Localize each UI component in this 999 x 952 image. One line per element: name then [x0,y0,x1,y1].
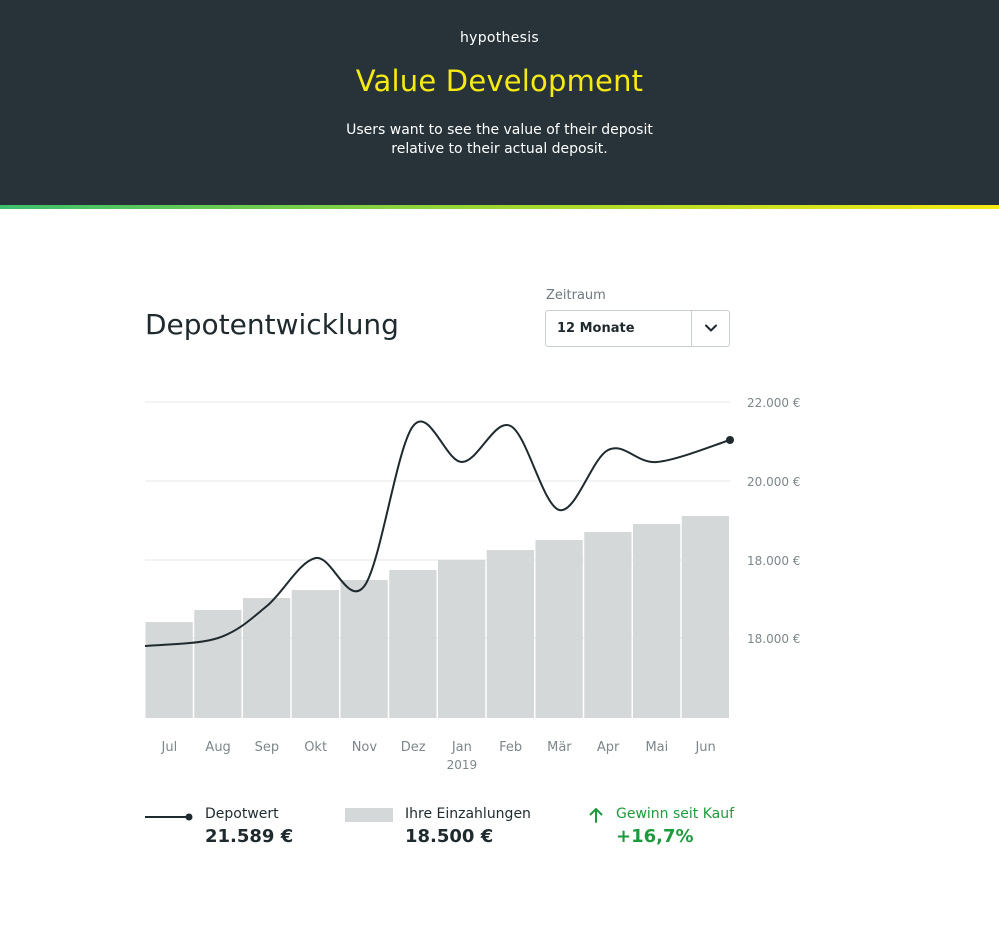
legend-einzahlungen: Ihre Einzahlungen 18.500 € [405,806,531,847]
period-select-label: Zeitraum [546,288,606,303]
legend-einzahlungen-value: 18.500 € [405,826,494,847]
einzahlungen-swatch [345,808,393,822]
depotwert-line [144,420,731,647]
x-tick-label: Aug [205,740,230,755]
deposit-bar [194,610,242,718]
legend-gain: Gewinn seit Kauf +16,7% [616,806,734,847]
deposit-bar [535,540,583,718]
legend-depotwert-value: 21.589 € [205,826,294,847]
deposit-bar [291,590,339,718]
period-select[interactable]: 12 Monate [545,310,730,347]
value-development-chart: 22.000 € 20.000 € 18.000 € 18.000 € Jul Aug Se… [144,396,800,772]
year-label: 2019 [447,758,478,772]
deposit-bar [243,598,291,718]
legend-gain-value: +16,7% [616,826,694,847]
y-tick-label: 22.000 € [747,396,800,410]
y-tick-label: 20.000 € [747,475,800,489]
deposit-bar [681,516,729,718]
deposit-bar [633,524,681,718]
arrow-up-icon [589,808,603,823]
y-tick-label: 18.000 € [747,554,800,568]
page-title: Depotentwicklung [145,308,399,341]
hero-subtitle: Users want to see the value of their dep… [0,121,999,159]
legend-depotwert: Depotwert 21.589 € [205,806,293,847]
x-tick-label: Okt [304,740,327,755]
deposit-bar [584,532,632,718]
hero-subtitle-line-1: Users want to see the value of their dep… [346,122,653,138]
hypothesis-header: hypothesis Value Development Users want … [0,0,999,205]
hero-title: Value Development [355,64,644,98]
deposit-bar [145,622,193,718]
gradient-divider [0,205,999,209]
select-divider [691,311,692,346]
x-tick-label: Sep [255,740,280,755]
deposit-bar [340,580,388,718]
chevron-down-icon[interactable] [704,321,718,335]
x-tick-label: Mai [645,740,668,755]
legend-einzahlungen-label: Ihre Einzahlungen [405,806,531,822]
deposit-bar [389,570,437,718]
depotwert-end-dot [726,436,734,444]
x-tick-label: Apr [597,740,620,755]
y-tick-label: 18.000 € [747,632,800,646]
x-tick-label: Mär [547,740,572,755]
legend-gain-label: Gewinn seit Kauf [616,806,735,822]
depotwert-line-icon [145,813,193,821]
period-select-value: 12 Monate [557,321,635,336]
x-tick-label: Dez [401,740,426,755]
hero-subtitle-line-2: relative to their actual deposit. [391,141,608,157]
x-tick-label: Jun [694,740,715,755]
x-tick-label: Nov [352,740,378,755]
x-tick-label: Feb [499,740,522,755]
hypothesis-eyebrow: hypothesis [459,30,540,46]
x-tick-label: Jul [161,740,178,755]
x-tick-label: Jan [451,740,472,755]
deposit-bar [486,550,534,718]
deposit-bar [438,560,486,718]
legend-depotwert-label: Depotwert [205,806,279,822]
